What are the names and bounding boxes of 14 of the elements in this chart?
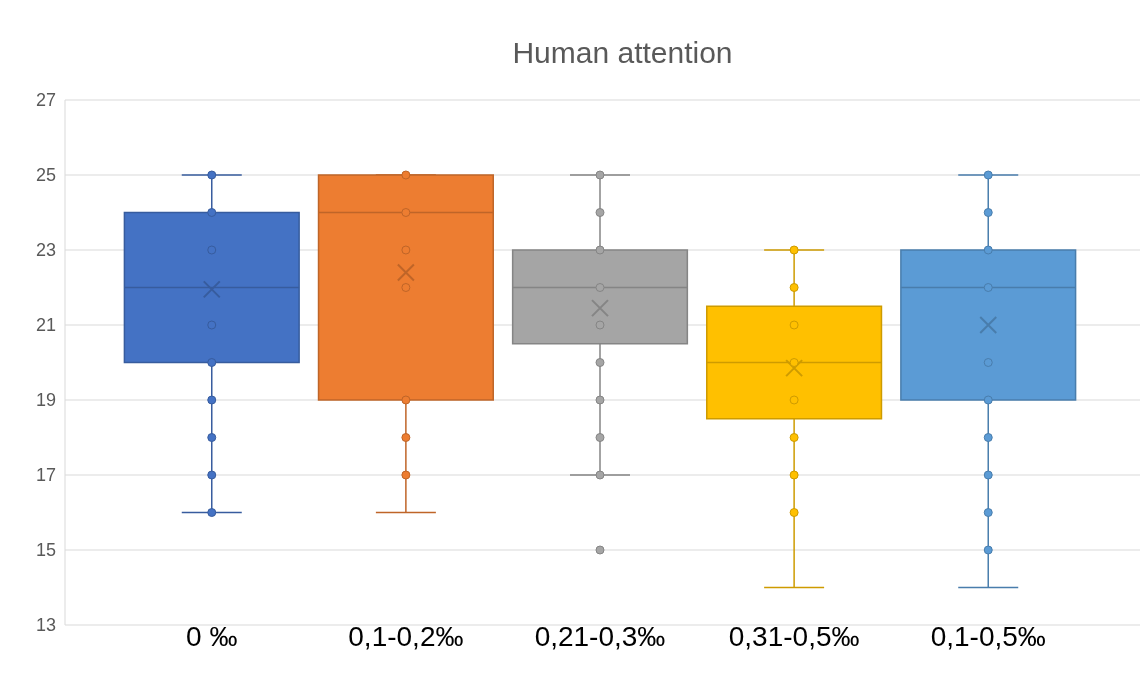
y-tick-label: 15 bbox=[35, 540, 57, 561]
y-tick-label: 19 bbox=[35, 390, 57, 411]
y-tick-label: 25 bbox=[35, 165, 57, 186]
y-tick-label: 27 bbox=[35, 90, 57, 111]
x-tick-label: 0,1-0,2‰ bbox=[348, 621, 464, 652]
y-tick-label: 23 bbox=[35, 240, 57, 261]
x-tick-label: 0,1-0,5‰ bbox=[930, 621, 1046, 652]
y-tick-label: 21 bbox=[35, 315, 57, 336]
chart-title: Human attention bbox=[512, 36, 733, 69]
y-tick-label: 13 bbox=[35, 615, 57, 636]
x-tick-label: 0,21-0,3‰ bbox=[534, 621, 666, 652]
y-tick-label: 17 bbox=[35, 465, 57, 486]
x-tick-label: 0 ‰ bbox=[186, 621, 238, 652]
x-tick-label: 0,31-0,5‰ bbox=[728, 621, 860, 652]
